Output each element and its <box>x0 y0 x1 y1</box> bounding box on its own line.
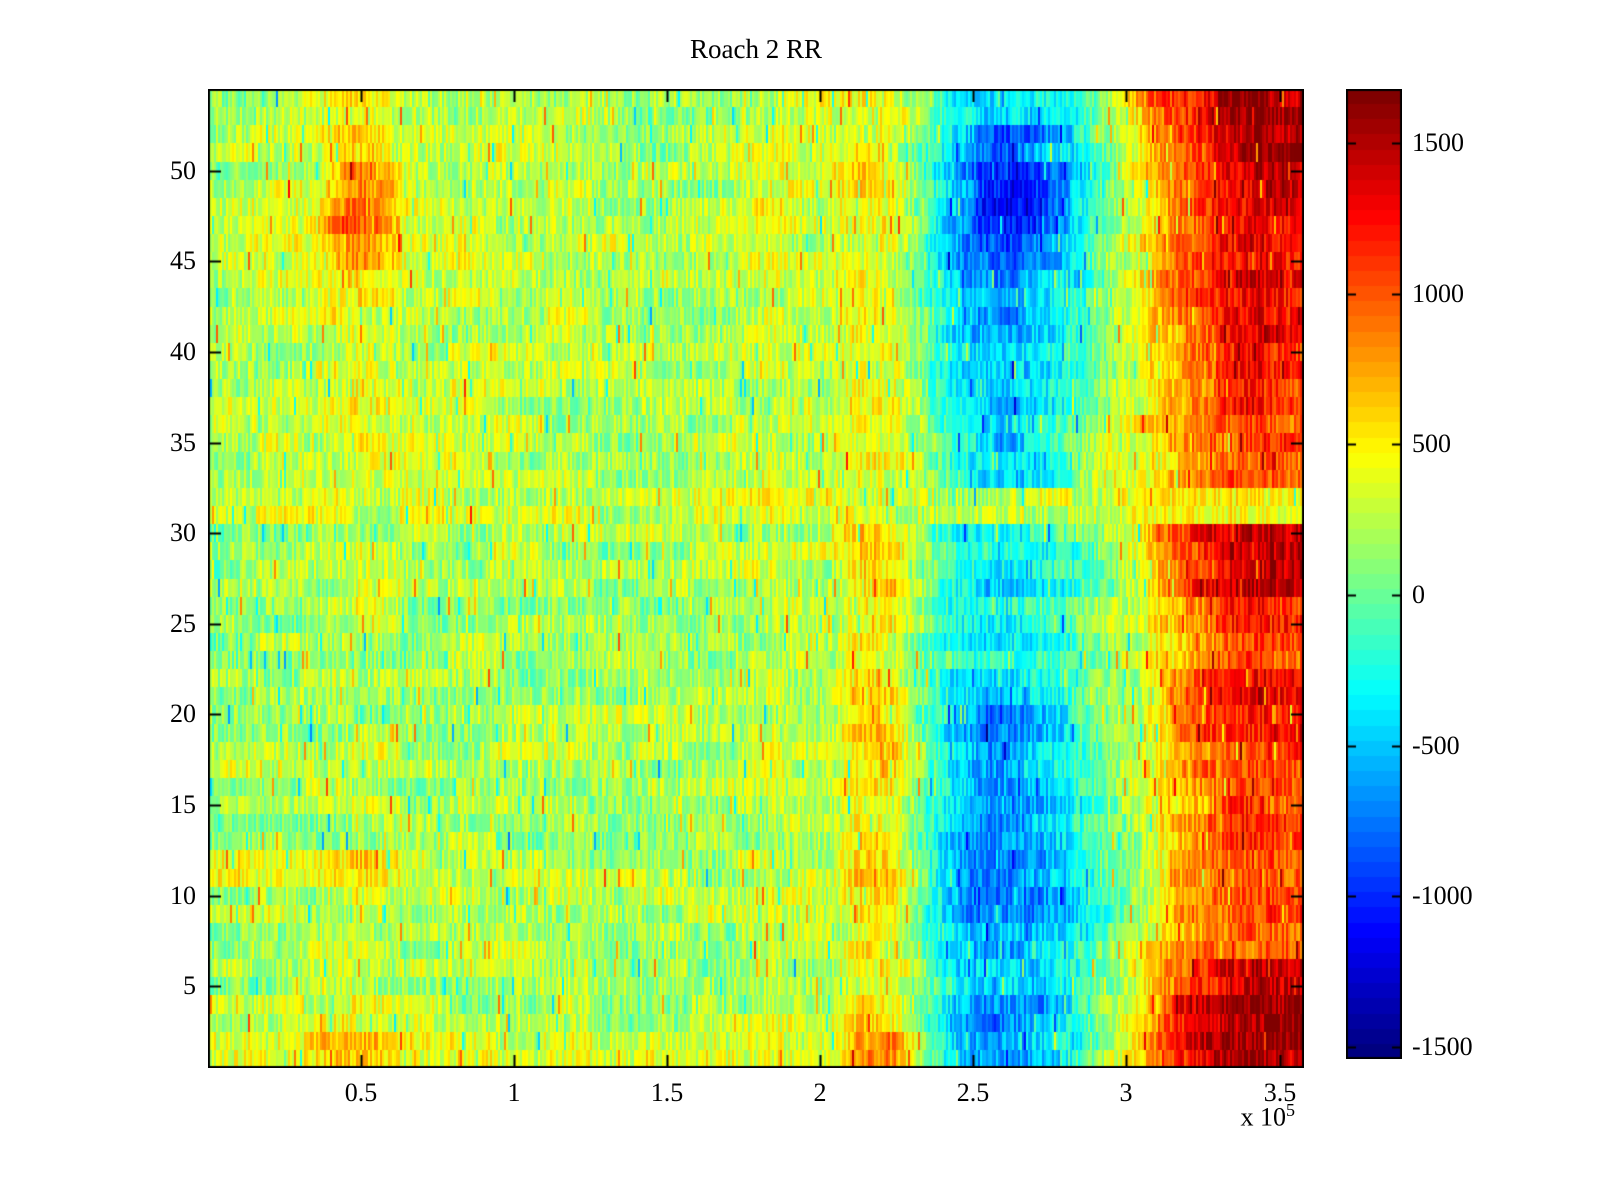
colorbar-tick-label: -1000 <box>1412 881 1473 910</box>
x-tick-label: 3 <box>1119 1078 1133 1107</box>
x-tick-label: 0.5 <box>344 1078 378 1107</box>
y-tick-label: 30 <box>170 518 196 547</box>
y-tick-label: 50 <box>170 156 196 185</box>
x-exponent-power: 5 <box>1286 1100 1295 1120</box>
y-tick-label: 40 <box>170 337 196 366</box>
heatmap-canvas <box>208 89 1304 1068</box>
y-tick-label: 45 <box>170 246 196 275</box>
colorbar-tick-label: -1500 <box>1412 1032 1473 1061</box>
x-tick-label: 1 <box>507 1078 521 1107</box>
colorbar-canvas <box>1346 89 1402 1059</box>
y-tick-label: 20 <box>170 699 196 728</box>
y-tick-label: 10 <box>170 881 196 910</box>
x-axis-exponent-label: x 105 <box>1140 1100 1296 1133</box>
colorbar-tick-label: -500 <box>1412 731 1460 760</box>
plot-title: Roach 2 RR <box>690 34 822 64</box>
x-tick-label: 1.5 <box>650 1078 684 1107</box>
colorbar-tick-label: 1500 <box>1412 128 1464 157</box>
colorbar-tick-label: 500 <box>1412 429 1451 458</box>
colorbar-tick-label: 1000 <box>1412 279 1464 308</box>
x-exponent-base: x 10 <box>1240 1102 1287 1132</box>
y-tick-label: 15 <box>170 790 196 819</box>
y-tick-label: 5 <box>183 971 196 1000</box>
colorbar-tick-label: 0 <box>1412 580 1425 609</box>
x-tick-label: 2 <box>813 1078 827 1107</box>
x-tick-label: 3.5 <box>1263 1078 1297 1107</box>
y-tick-label: 25 <box>170 609 196 638</box>
x-tick-label: 2.5 <box>956 1078 990 1107</box>
y-tick-label: 35 <box>170 428 196 457</box>
